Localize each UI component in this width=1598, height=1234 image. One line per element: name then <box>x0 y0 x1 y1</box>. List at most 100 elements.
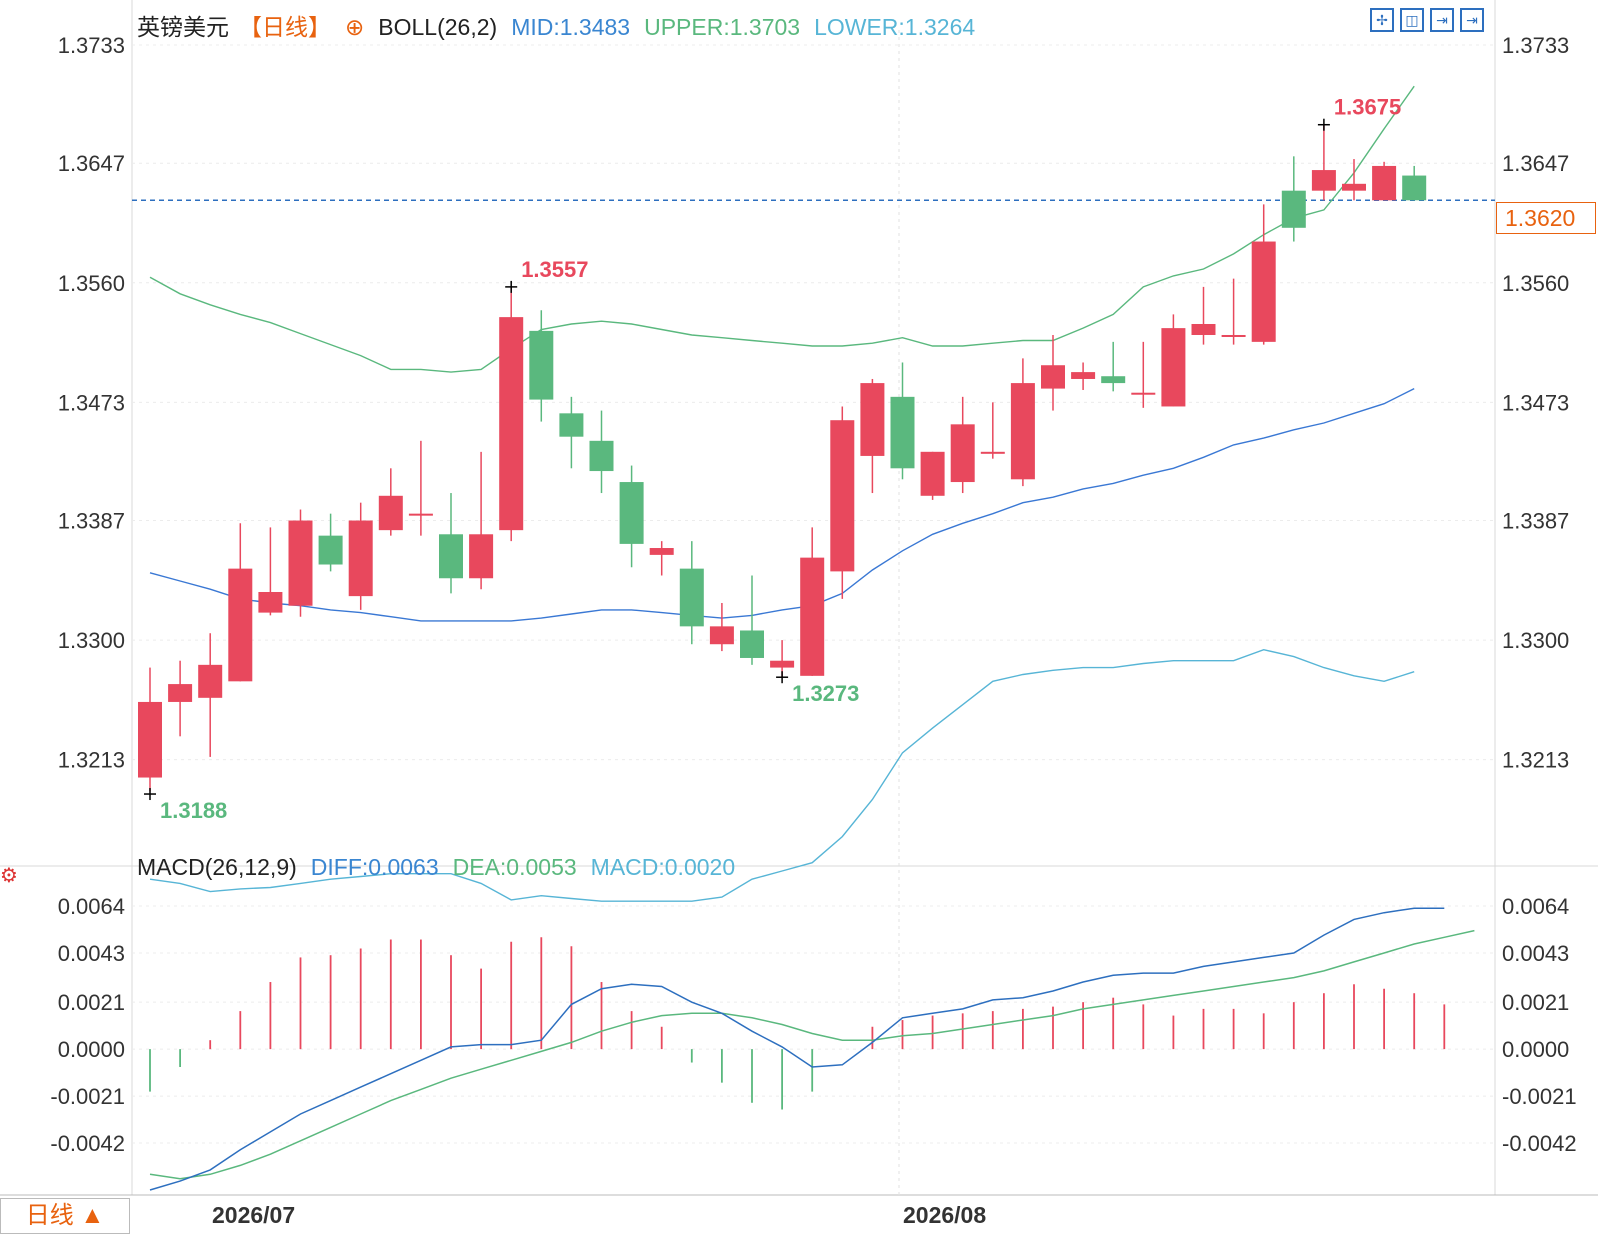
extreme-label: 1.3557 <box>521 257 588 282</box>
price-annotations: 1.3188 1.3557 1.3273 1.3675 <box>144 95 1401 823</box>
candle-body <box>439 534 463 579</box>
boll-bands <box>149 85 1415 902</box>
candle-body <box>1221 334 1246 337</box>
settings-icon[interactable]: ⊕ <box>345 14 365 40</box>
macd-tick-right: 0.0043 <box>1502 941 1569 966</box>
macd-tick-right: -0.0021 <box>1502 1084 1577 1109</box>
price-tick-left: 1.3387 <box>58 509 125 534</box>
price-tick-right: 1.3213 <box>1502 748 1569 773</box>
period-label[interactable]: 【日线】 <box>239 14 331 40</box>
step-forward-icon[interactable]: ⇥ <box>1430 8 1454 32</box>
candle-body <box>649 548 674 555</box>
candle-body <box>709 626 734 645</box>
macd-tick-left: 0.0000 <box>58 1037 125 1062</box>
candle-body <box>228 568 253 682</box>
extreme-label: 1.3188 <box>160 798 227 823</box>
macd-tick-right: 0.0000 <box>1502 1037 1569 1062</box>
date-label-july: 2026/07 <box>212 1202 296 1228</box>
candle-body <box>830 420 855 572</box>
macd-tick-left: 0.0043 <box>58 941 125 966</box>
indicator-name[interactable]: BOLL(26,2) <box>378 14 498 40</box>
indicator-settings-icon[interactable]: ⚙ <box>0 865 18 887</box>
candle-body <box>288 520 313 606</box>
boll-upper-value: UPPER:1.3703 <box>644 14 801 40</box>
date-label-august: 2026/08 <box>903 1202 987 1228</box>
candle-body <box>1311 170 1336 191</box>
candle-body <box>499 317 524 531</box>
candle-body <box>318 535 343 565</box>
candles <box>138 124 1427 792</box>
boll-lower-line <box>149 648 1415 902</box>
price-tick-right: 1.3387 <box>1502 509 1569 534</box>
price-tick-right: 1.3473 <box>1502 390 1569 415</box>
candle-body <box>890 396 915 469</box>
extreme-label: 1.3273 <box>792 681 859 706</box>
candle-body <box>950 424 975 483</box>
zoom-out-icon[interactable]: ◫ <box>1400 8 1424 32</box>
price-tick-right: 1.3560 <box>1502 271 1569 296</box>
candle-body <box>1010 383 1035 480</box>
macd-panel <box>149 907 1475 1191</box>
candle-body <box>1071 372 1096 379</box>
macd-dea-line <box>149 929 1475 1180</box>
boll-mid-line <box>149 387 1415 622</box>
candle-body <box>1342 183 1366 191</box>
candle-body <box>378 495 403 531</box>
candle-body <box>619 482 644 544</box>
macd-hist-value: MACD:0.0020 <box>590 854 736 880</box>
step-end-icon[interactable]: ⇥ <box>1460 8 1484 32</box>
candle-body <box>258 591 283 613</box>
candle-body <box>770 660 795 668</box>
candle-body <box>740 630 764 658</box>
candle-body <box>348 520 373 597</box>
zoom-in-icon[interactable]: ✢ <box>1370 8 1394 32</box>
candle-body <box>980 451 1005 454</box>
candle-body <box>529 330 554 400</box>
macd-tick-right: -0.0042 <box>1502 1131 1577 1156</box>
candle-body <box>920 451 945 496</box>
candle-body <box>1191 323 1216 335</box>
grid-lines <box>0 0 1598 1196</box>
axis-labels: 1.3733 1.3733 1.3647 1.3647 1.3560 1.3560 1.34… <box>50 33 1576 1156</box>
candle-body <box>1101 376 1126 384</box>
candle-body <box>1131 392 1156 395</box>
chart-toolbar: ✢ ◫ ⇥ ⇥ <box>1370 8 1484 32</box>
candle-body <box>198 664 223 698</box>
candle-body <box>168 684 193 702</box>
period-tab[interactable]: 日线 ▲ <box>0 1198 130 1234</box>
macd-tick-right: 0.0064 <box>1502 894 1569 919</box>
candle-body <box>679 568 704 627</box>
price-tick-right: 1.3647 <box>1502 151 1569 176</box>
candle-body <box>1251 241 1276 342</box>
macd-indicator-name[interactable]: MACD(26,12,9) <box>137 854 297 880</box>
macd-dea-value: DEA:0.0053 <box>452 854 577 880</box>
macd-diff-line <box>149 907 1445 1191</box>
candle-body <box>860 383 885 456</box>
candle-body <box>559 413 584 437</box>
macd-tick-left: 0.0021 <box>58 990 125 1015</box>
current-price-label: 1.3620 <box>1496 202 1596 234</box>
price-tick-right: 1.3300 <box>1502 628 1569 653</box>
macd-tick-right: 0.0021 <box>1502 990 1569 1015</box>
price-tick-left: 1.3647 <box>58 151 125 176</box>
price-tick-left: 1.3213 <box>58 748 125 773</box>
candle-body <box>589 440 614 472</box>
price-tick-right: 1.3733 <box>1502 33 1569 58</box>
candle-body <box>138 701 162 778</box>
instrument-name: 英镑美元 <box>137 14 229 40</box>
candle-body <box>469 534 494 579</box>
macd-header: MACD(26,12,9) DIFF:0.0063 DEA:0.0053 MACD:0… <box>137 854 749 881</box>
candle-body <box>1402 175 1427 201</box>
price-tick-left: 1.3560 <box>58 271 125 296</box>
candle-body <box>1372 165 1397 201</box>
boll-upper-line <box>149 85 1415 373</box>
candle-body <box>1161 328 1186 407</box>
candle-body <box>1281 190 1306 228</box>
candle-body <box>800 557 825 676</box>
macd-diff-value: DIFF:0.0063 <box>310 854 439 880</box>
candle-body <box>408 513 433 516</box>
candle-body <box>1041 365 1065 389</box>
macd-tick-left: -0.0021 <box>50 1084 125 1109</box>
price-tick-left: 1.3300 <box>58 628 125 653</box>
